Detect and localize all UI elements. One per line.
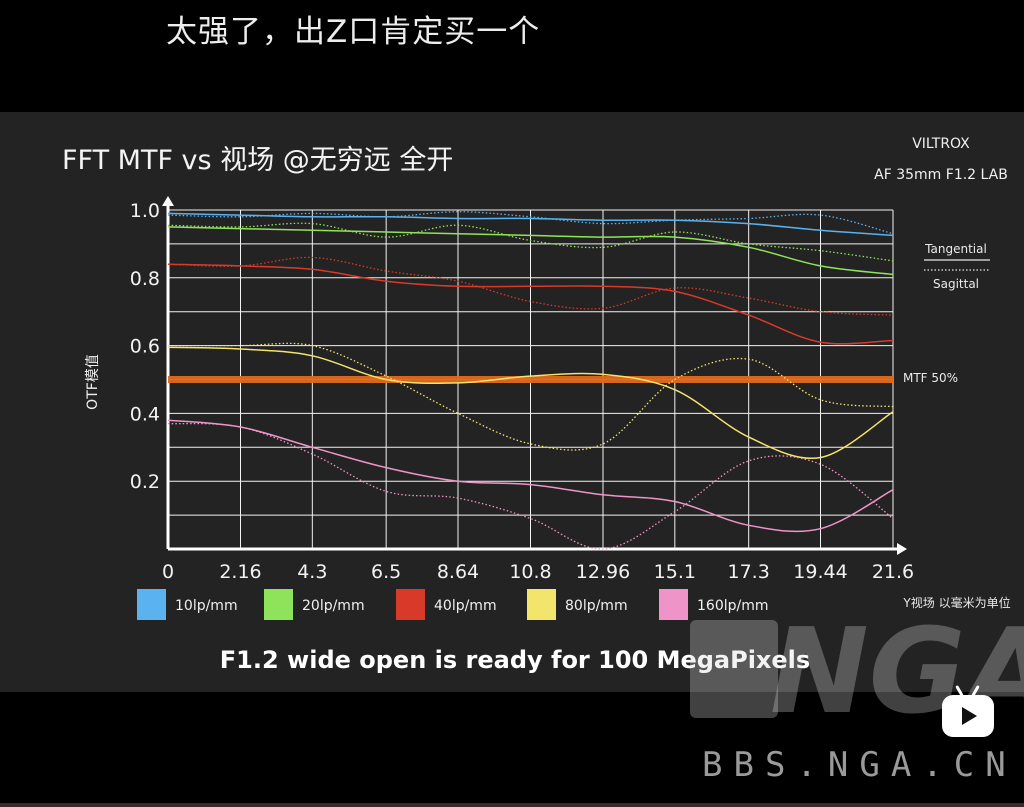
x-tick-label: 8.64 [437,561,479,583]
tagline: F1.2 wide open is ready for 100 MegaPixe… [220,646,810,674]
video-caption: 太强了，出Z口肯定买一个 [166,14,541,50]
mtf-chart: FFT MTF vs 视场 @无穷远 全开 VILTROX AF 35mm F1… [62,136,1011,674]
x-tick-label: 17.3 [728,561,770,583]
legend-swatch [137,589,166,620]
y-tick-label: 0.6 [130,336,160,358]
x-tick-label: 4.3 [297,561,327,583]
x-tick-label: 21.6 [872,561,914,583]
sagittal-label: Sagittal [933,277,979,291]
series-10lp-mm-tangential [167,212,894,237]
x-tick-label: 15.1 [654,561,696,583]
series-20lp-mm-tangential [167,226,894,276]
brand-name: VILTROX [912,136,970,152]
x-tick-labels: 0 2.16 4.3 6.5 8.64 10.8 12.96 15.1 17.3 19.44 21.… [162,561,914,583]
x-axis-arrow-icon [897,543,907,555]
legend-label: 10lp/mm [175,598,238,614]
x-tick-label: 2.16 [219,561,261,583]
legend-label: 160lp/mm [697,598,769,614]
x-unit-note: Y视场 以毫米为单位 [902,595,1010,610]
x-tick-label: 0 [162,561,174,583]
legend-swatch [396,589,425,620]
y-tick-label: 0.8 [130,268,160,290]
x-tick-label: 12.96 [576,561,630,583]
x-tick-label: 6.5 [371,561,401,583]
series-80lp-mm-tangential [167,346,894,460]
bilibili-play-icon[interactable] [942,685,994,737]
frequency-legend: 10lp/mm 20lp/mm 40lp/mm 80lp/mm 160lp/mm [137,589,769,620]
slide-panel: FFT MTF vs 视场 @无穷远 全开 VILTROX AF 35mm F1… [0,112,1024,692]
series-10lp-mm-sagittal [167,211,894,235]
y-tick-label: 1.0 [130,200,160,222]
watermark-url: BBS.NGA.CN [702,745,1017,785]
series-160lp-mm-tangential [167,419,894,533]
legend-label: 40lp/mm [434,598,497,614]
series-40lp-mm-sagittal [167,256,894,316]
tangential-label: Tangential [924,242,987,256]
x-tick-label: 19.44 [793,561,847,583]
legend-swatch [264,589,293,620]
y-tick-label: 0.2 [130,471,160,493]
y-tick-labels: 0.2 0.4 0.6 0.8 1.0 [130,200,160,493]
y-axis-arrow-icon [162,196,174,206]
series-20lp-mm-sagittal [167,222,894,262]
y-tick-label: 0.4 [130,403,160,425]
legend-swatch [659,589,688,620]
video-progress-bar[interactable] [0,803,1024,807]
chart-title: FFT MTF vs 视场 @无穷远 全开 [62,145,453,176]
mtf50-label: MTF 50% [903,371,958,385]
line-style-legend: Tangential Sagittal [924,242,990,291]
series-lines [167,211,894,550]
legend-label: 20lp/mm [302,598,365,614]
legend-label: 80lp/mm [565,598,628,614]
series-40lp-mm-tangential [167,263,894,345]
x-tick-label: 10.8 [509,561,551,583]
series-160lp-mm-sagittal [167,422,894,550]
lens-model: AF 35mm F1.2 LAB [874,167,1008,183]
y-axis-label: OTF模值 [85,354,101,410]
legend-swatch [527,589,556,620]
